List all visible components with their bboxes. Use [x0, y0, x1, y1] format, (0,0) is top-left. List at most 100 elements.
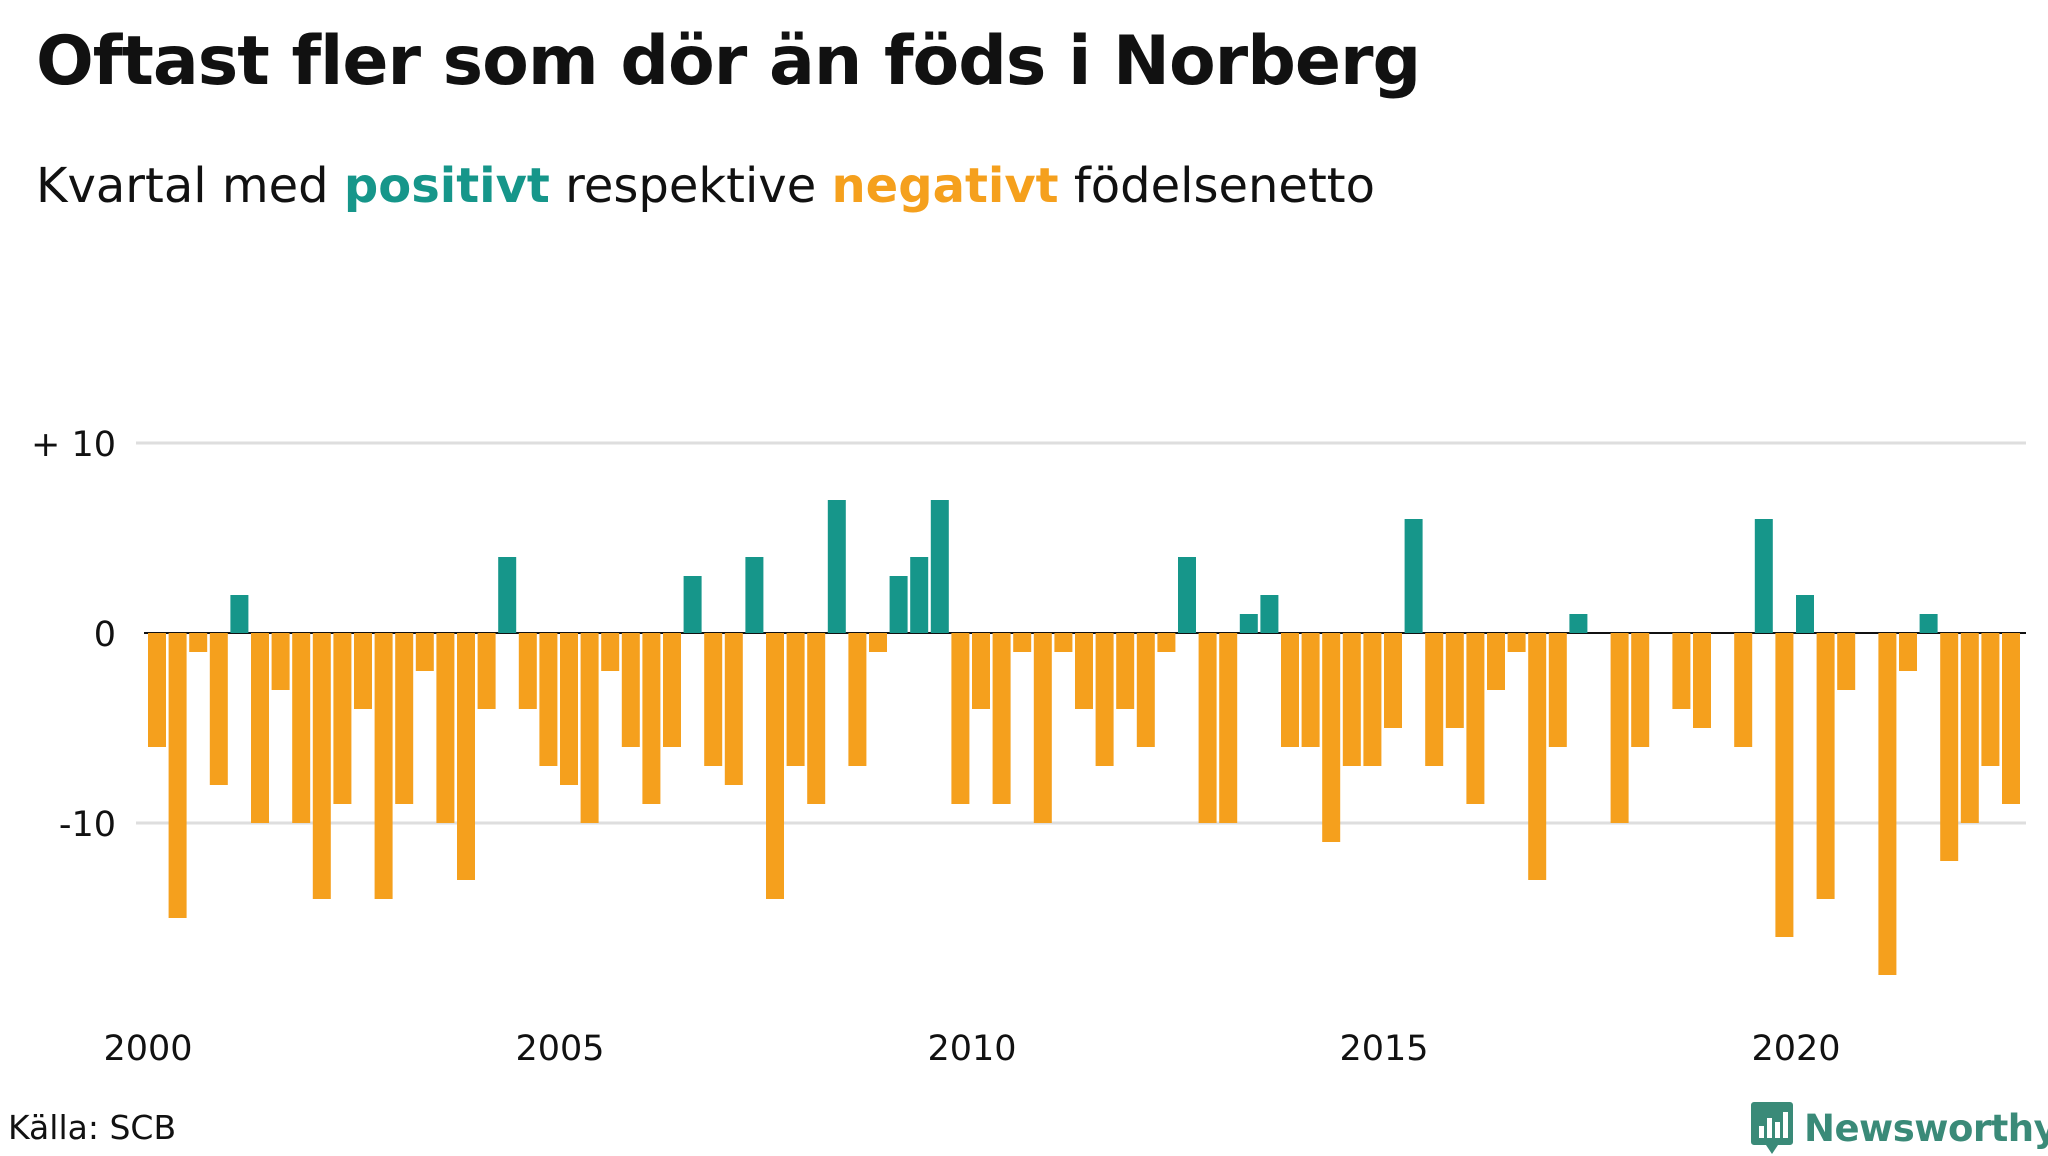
bar-negative — [807, 633, 826, 804]
bar-negative — [518, 633, 537, 709]
subtitle-text-after: födelsenetto — [1058, 158, 1375, 214]
y-tick-label: -10 — [59, 805, 116, 845]
bar-negative — [1672, 633, 1691, 709]
bar-negative — [1384, 633, 1402, 728]
x-axis-labels: 2000 2005 2010 2015 2020 — [103, 1029, 1840, 1069]
y-axis-labels: + 10 0 -10 — [31, 425, 116, 845]
bar-negative — [1054, 633, 1073, 652]
bar-negative — [1301, 633, 1320, 747]
chart-subtitle: Kvartal med positivt respektive negativt… — [36, 158, 1375, 214]
bar-positive — [827, 500, 846, 633]
bar-negative — [1281, 633, 1299, 747]
bar-negative — [560, 633, 578, 785]
bar-negative — [1528, 633, 1547, 880]
bar-negative — [1507, 633, 1526, 652]
subtitle-negative-label: negativt — [831, 158, 1059, 214]
newsworthy-logo-text: Newsworthy — [1804, 1106, 2048, 1150]
y-tick-label: + 10 — [31, 425, 116, 465]
bar-negative — [168, 633, 187, 918]
bar-positive — [745, 557, 764, 633]
bar-negative — [1116, 633, 1135, 709]
bar-negative — [312, 633, 331, 899]
bar-negative — [292, 633, 311, 823]
bar-negative — [354, 633, 372, 709]
subtitle-text-middle: respektive — [549, 158, 832, 214]
bar-positive — [1754, 519, 1773, 633]
bar-negative — [642, 633, 661, 804]
bar-negative — [1342, 633, 1361, 766]
bar-negative — [786, 633, 805, 766]
bar-negative — [1816, 633, 1835, 899]
bar-negative — [1466, 633, 1485, 804]
bar-negative — [1095, 633, 1114, 766]
x-tick-label: 2005 — [515, 1029, 604, 1069]
newsworthy-logo: Newsworthy — [1750, 1100, 2048, 1156]
bar-negative — [1075, 633, 1093, 709]
y-tick-label: 0 — [94, 615, 116, 655]
bar-negative — [1631, 633, 1650, 747]
bar-negative — [539, 633, 558, 766]
bar-negative — [477, 633, 496, 709]
bar-negative — [663, 633, 681, 747]
bar-positive — [683, 576, 702, 633]
bar-negative — [621, 633, 640, 747]
bar-negative — [1013, 633, 1032, 652]
bar-positive — [889, 576, 908, 633]
bar-negative — [992, 633, 1011, 804]
bar-negative — [1363, 633, 1382, 766]
bar-negative — [1837, 633, 1856, 690]
newsworthy-logo-icon — [1751, 1102, 1793, 1154]
bar-negative — [766, 633, 784, 899]
bar-negative — [1219, 633, 1238, 823]
bar-negative — [951, 633, 970, 804]
bar-negative — [333, 633, 352, 804]
bar-negative — [374, 633, 393, 899]
source-note: Källa: SCB — [8, 1108, 177, 1147]
bar-negative — [601, 633, 620, 671]
bar-negative — [580, 633, 599, 823]
bar-negative — [869, 633, 887, 652]
bar-negative — [972, 633, 990, 709]
x-tick-label: 2010 — [927, 1029, 1016, 1069]
bar-negative — [1445, 633, 1464, 728]
x-tick-label: 2015 — [1339, 1029, 1428, 1069]
bar-positive — [1404, 519, 1423, 633]
bar-negative — [1878, 633, 1897, 975]
bar-negative — [1960, 633, 1979, 823]
bar-positive — [930, 500, 949, 633]
bars-layer — [148, 500, 2020, 975]
bar-negative — [209, 633, 228, 785]
bar-negative — [1548, 633, 1567, 747]
bar-negative — [1981, 633, 2000, 766]
bar-negative — [1693, 633, 1711, 728]
bar-negative — [1487, 633, 1505, 690]
x-tick-label: 2000 — [103, 1029, 192, 1069]
bar-positive — [1239, 614, 1258, 633]
bar-negative — [415, 633, 434, 671]
bar-negative — [1775, 633, 1794, 937]
bar-negative — [1322, 633, 1341, 842]
bar-positive — [230, 595, 249, 633]
bar-negative — [457, 633, 475, 880]
bar-negative — [848, 633, 867, 766]
bar-positive — [1919, 614, 1938, 633]
subtitle-positive-label: positivt — [343, 158, 550, 214]
bar-negative — [251, 633, 269, 823]
bar-negative — [1198, 633, 1217, 823]
bar-negative — [1940, 633, 1959, 861]
bar-negative — [189, 633, 208, 652]
bar-negative — [271, 633, 290, 690]
chart-title: Oftast fler som dör än föds i Norberg — [36, 22, 1421, 101]
bar-negative — [1136, 633, 1155, 747]
bar-positive — [1260, 595, 1279, 633]
bar-negative — [395, 633, 414, 804]
bar-negative — [1425, 633, 1444, 766]
bar-negative — [2002, 633, 2020, 804]
bar-positive — [1796, 595, 1814, 633]
bar-positive — [1569, 614, 1588, 633]
bar-negative — [1610, 633, 1629, 823]
bar-negative — [704, 633, 723, 766]
bar-negative — [724, 633, 743, 785]
bar-negative — [1899, 633, 1917, 671]
